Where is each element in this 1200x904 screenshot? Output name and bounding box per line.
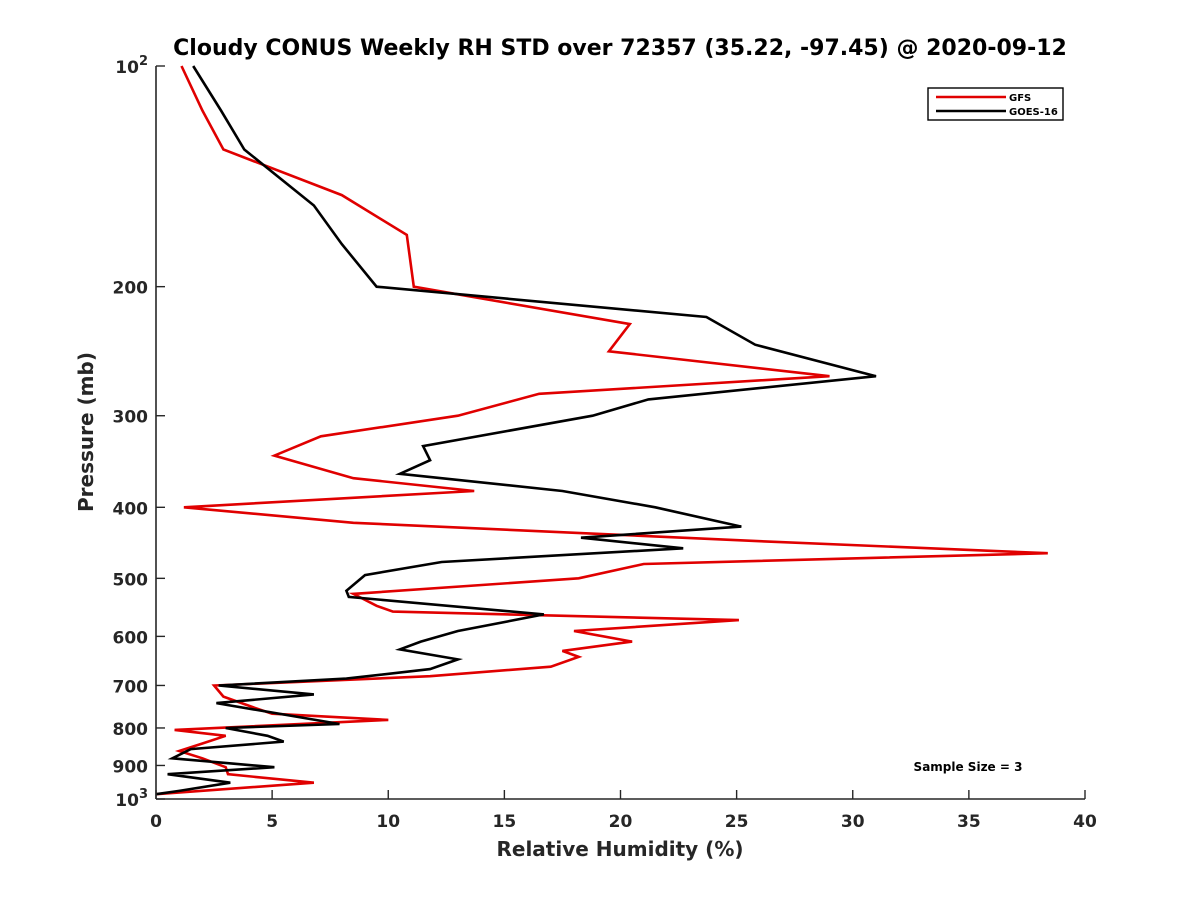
x-tick-label: 0 <box>150 812 162 832</box>
chart-title: Cloudy CONUS Weekly RH STD over 72357 (3… <box>173 36 1067 61</box>
x-tick-label: 30 <box>841 812 865 832</box>
x-tick-label: 5 <box>266 812 278 832</box>
y-tick-label: 800 <box>113 720 149 740</box>
legend-label: GOES-16 <box>1009 107 1058 118</box>
y-tick-label: 500 <box>113 570 149 590</box>
y-tick-label: 400 <box>113 499 149 519</box>
y-axis-label: Pressure (mb) <box>74 352 98 512</box>
y-tick-label: 200 <box>113 279 149 299</box>
y-tick-label: 300 <box>113 408 149 428</box>
y-tick-label: 103 <box>115 787 148 811</box>
x-tick-label: 25 <box>725 812 749 832</box>
y-tick-label: 600 <box>113 628 149 648</box>
x-tick-label: 10 <box>376 812 400 832</box>
y-tick-label: 102 <box>115 54 148 78</box>
series-line-gfs <box>155 65 1048 796</box>
x-tick-label: 15 <box>493 812 517 832</box>
y-tick-label: 700 <box>113 677 149 697</box>
plot-area <box>155 65 1048 796</box>
y-tick-label: 900 <box>113 757 149 777</box>
x-tick-label: 20 <box>609 812 633 832</box>
legend-box <box>927 87 1064 121</box>
series-line-goes-16 <box>155 65 877 796</box>
legend: GFS GOES-16 <box>927 87 1064 121</box>
x-axis-label: Relative Humidity (%) <box>496 837 743 861</box>
axes: 0 5 10 15 20 25 30 35 40 102 200 300 400 500 600 700 800… <box>113 54 1097 832</box>
legend-label: GFS <box>1009 93 1031 104</box>
sample-size-annotation: Sample Size = 3 <box>914 760 1023 774</box>
x-tick-label: 35 <box>957 812 981 832</box>
x-tick-label: 40 <box>1073 812 1097 832</box>
